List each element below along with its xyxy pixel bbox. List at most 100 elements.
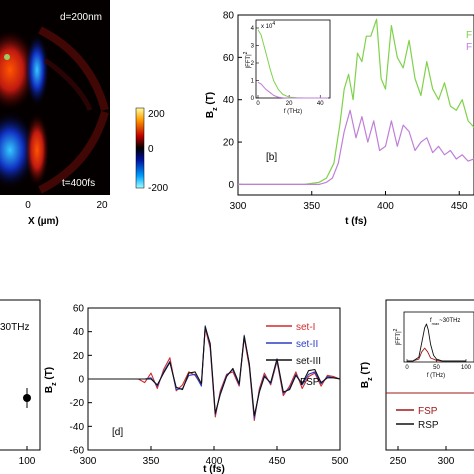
y-tick-label: 40	[73, 327, 85, 338]
annotation-frequency: 30THz	[0, 322, 29, 333]
legend-label-set-III: set-III	[296, 356, 321, 367]
series-line-0	[238, 18, 474, 185]
probe-marker	[4, 54, 10, 60]
y-ticks: -60 -40 -20 0 20 40 60	[70, 304, 92, 457]
inset-line-1	[257, 81, 328, 99]
inset-line-1	[407, 323, 466, 362]
inset: 0 20 40 0 1 2 3 4 x 104 |FFT|2 f (THz)	[243, 19, 331, 115]
x-tick-label: 450	[451, 201, 468, 212]
x-tick-label: 400	[206, 456, 223, 467]
series-line-1	[238, 109, 474, 185]
legend-label-set-I: set-I	[296, 322, 315, 333]
x-tick-0: 0	[25, 200, 31, 211]
x-axis-label: t (fs)	[345, 216, 367, 227]
panel-a: d=200nm t=400fs 200 0 -200 0 20 X (µm)	[0, 0, 168, 227]
y-tick-label: -40	[70, 422, 85, 433]
heatmap-lobe-blue-upper	[25, 34, 49, 106]
panel-c: 30THz 100	[0, 299, 41, 467]
annotation-fsp: FSP	[300, 377, 320, 388]
panel-label: [d]	[112, 427, 123, 438]
plot-frame	[0, 299, 41, 451]
inset-x-ticks: 0 50 100	[405, 359, 472, 371]
x-axis-label: t (fs)	[203, 464, 225, 474]
inset-y-tick-label: 1	[251, 79, 255, 85]
y-tick-label: 20	[223, 138, 235, 149]
inset-scale-label: x 104	[261, 21, 275, 30]
inset-y-tick-label: 3	[251, 44, 255, 50]
y-tick-label: 40	[223, 95, 235, 106]
y-tick-label: 60	[223, 53, 235, 64]
series	[238, 18, 474, 185]
inset-y-tick-label: 2	[251, 61, 255, 67]
inset-x-tick-label: 20	[286, 101, 293, 107]
colorbar-tick-mid: 0	[148, 144, 154, 155]
inset-x-label: f (THz)	[427, 373, 445, 379]
y-tick-label: -60	[70, 446, 85, 457]
inset-x-tick-label: 50	[433, 365, 440, 371]
y-ticks: 0 20 40 60 80	[223, 11, 242, 191]
inset: 0 50 100 fmax~30THz |FFT|2 f (THz)	[393, 311, 474, 379]
y-tick-label: 20	[73, 351, 85, 362]
legend: set-I set-II set-III	[266, 322, 321, 367]
inset-x-label: f (THz)	[284, 109, 302, 115]
legend-label-fsp: FSP	[418, 406, 438, 417]
x-tick-100: 100	[19, 456, 36, 467]
inset-series	[257, 29, 328, 99]
colorbar-tick-bottom: -200	[148, 183, 168, 194]
x-tick-label: 500	[332, 456, 349, 467]
x-ticks: 300 350 400 450 500	[80, 446, 349, 467]
y-tick-label: 0	[228, 180, 234, 191]
x-tick-250: 250	[390, 456, 407, 467]
inset-x-tick-label: 100	[461, 365, 472, 371]
x-tick-label: 350	[143, 456, 160, 467]
inset-annotation: fmax~30THz	[430, 318, 460, 326]
legend: FSP RSP	[396, 406, 439, 431]
x-axis-label: X (µm)	[28, 216, 59, 227]
inset-y-label: |FFT|2	[243, 51, 252, 68]
x-tick-label: 400	[377, 201, 394, 212]
y-axis-label: Bz (T)	[44, 367, 58, 393]
panel-e: 250 300 Bz (T) FSP RSP 0 50 100 fmax~30THz…	[360, 299, 474, 467]
inset-frame	[255, 19, 331, 99]
series-line-set-iii	[88, 326, 341, 417]
inset-x-ticks: 0 20 40 0 1 2 3 4	[251, 26, 325, 107]
x-tick-label: 300	[80, 456, 97, 467]
x-tick-label: 300	[230, 201, 247, 212]
legend-label-set-II: set-II	[296, 339, 318, 350]
legend-entry-1: F	[466, 42, 472, 53]
colorbar	[135, 107, 145, 189]
y-tick-label: 80	[223, 11, 235, 22]
y-tick-label: 0	[78, 375, 84, 386]
inset-y-tick-label: 0	[251, 96, 255, 102]
data-point	[23, 394, 31, 402]
panel-label: [b]	[266, 152, 277, 163]
series-line-set-i	[88, 327, 341, 421]
y-axis-label: Bz (T)	[205, 92, 219, 118]
inset-y-label: |FFT|2	[393, 328, 402, 345]
legend-entry-0: F	[466, 30, 472, 41]
series	[88, 325, 341, 421]
y-tick-label: 60	[73, 304, 85, 315]
annotation-time: t=400fs	[62, 178, 95, 189]
heatmap-arc-inner	[43, 57, 93, 111]
inset-frame	[403, 311, 474, 363]
heatmap-arc-upper	[38, 26, 109, 112]
y-tick-label: -20	[70, 398, 85, 409]
heatmap-lobe-red-upper	[0, 30, 36, 110]
x-tick-300: 300	[438, 456, 455, 467]
inset-line-0	[407, 347, 466, 362]
x-tick-20: 20	[96, 200, 108, 211]
heatmap-arc-lower	[38, 110, 109, 194]
inset-x-tick-label: 0	[405, 365, 409, 371]
plot-frame	[385, 299, 474, 451]
colorbar-tick-top: 200	[148, 109, 165, 120]
plot-frame	[237, 14, 474, 196]
y-axis-label: Bz (T)	[360, 362, 374, 388]
inset-y-tick-label: 4	[251, 26, 255, 32]
x-ticks: 300 350 400 450	[230, 191, 468, 212]
inset-x-tick-label: 0	[256, 101, 260, 107]
inset-x-tick-label: 40	[317, 101, 324, 107]
